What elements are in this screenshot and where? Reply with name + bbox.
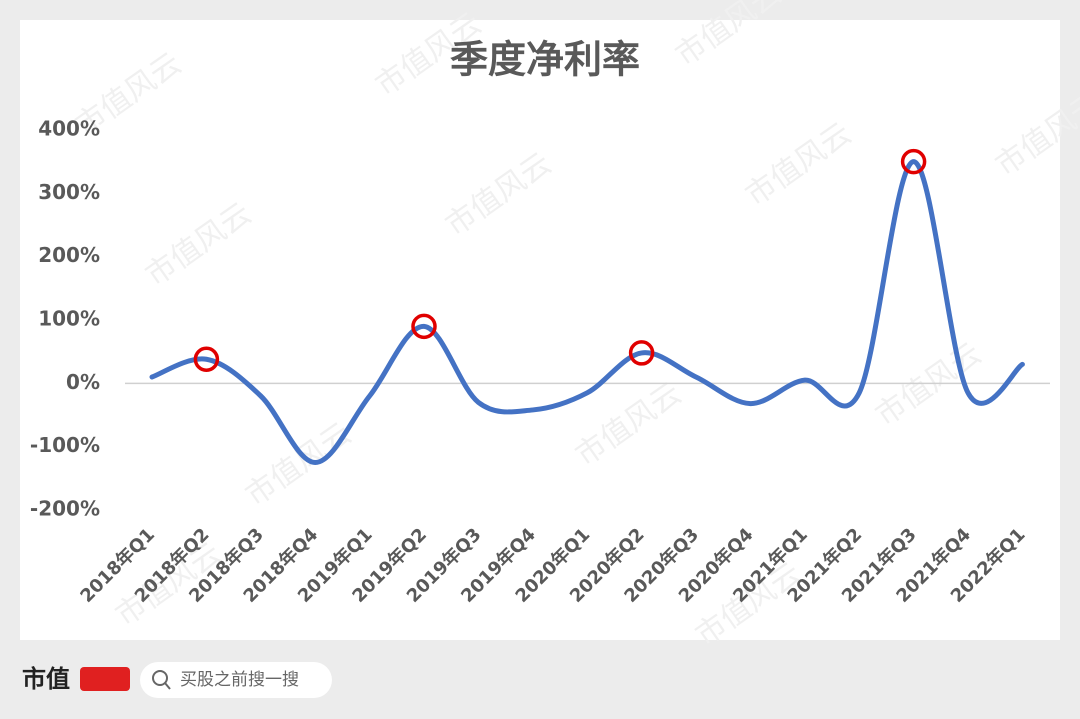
search-box[interactable]: [140, 662, 332, 698]
highlight-circle: [900, 148, 927, 175]
chart-title: 季度净利率: [450, 38, 640, 82]
y-tick-label: 400%: [38, 117, 100, 141]
y-tick-label: -100%: [30, 433, 100, 457]
search-placeholder: 买股之前搜一搜: [180, 670, 299, 690]
y-tick-label: 100%: [38, 307, 100, 331]
highlight-circle: [193, 346, 220, 373]
footer-logo: 市值: [22, 665, 70, 693]
y-tick-label: 200%: [38, 243, 100, 267]
y-tick-label: 0%: [66, 370, 100, 394]
logo-badge: [80, 667, 130, 691]
y-tick-label: -200%: [30, 497, 100, 521]
line-series: [149, 159, 1025, 466]
chart-area: [20, 20, 1060, 640]
highlight-circle: [628, 340, 655, 366]
search-icon: [152, 670, 168, 686]
search-icon: [164, 682, 171, 690]
highlight-circle: [411, 313, 437, 340]
y-tick-label: 300%: [38, 180, 100, 204]
